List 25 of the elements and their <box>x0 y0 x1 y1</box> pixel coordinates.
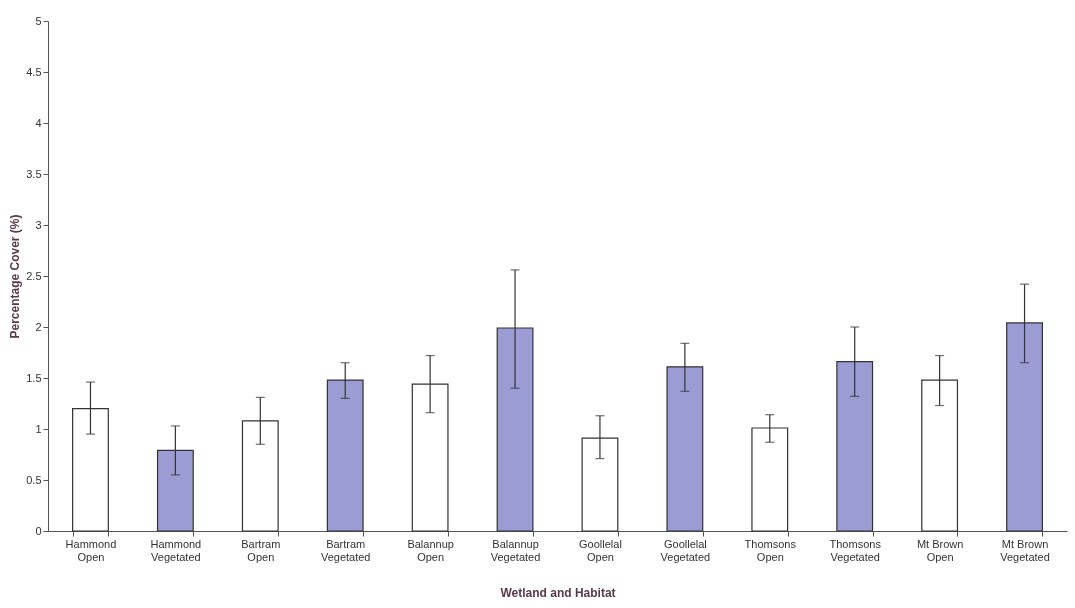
x-tick-label: Bartram Open <box>241 537 281 563</box>
x-tick-label: Goollelal Vegetated <box>660 537 711 563</box>
x-axis-title: Wetland and Habitat <box>500 585 616 600</box>
y-tick-label: 5 <box>35 14 42 27</box>
x-tick-label: Hammond Vegetated <box>150 537 202 563</box>
x-tick-label: Bartram Vegetated <box>320 537 371 563</box>
y-tick-label: 1 <box>35 422 42 435</box>
y-axis-title: Percentage Cover (%) <box>8 214 23 339</box>
y-tick-label: 4 <box>35 116 42 129</box>
y-tick-label: 3 <box>35 218 42 231</box>
y-tick-label: 2 <box>35 320 42 333</box>
x-tick-label: Goollelal Open <box>579 537 622 563</box>
x-tick-label: Thomsons Vegetated <box>829 537 882 563</box>
x-tick-label: Balannup Open <box>407 537 454 563</box>
y-tick-label: 2.5 <box>26 269 42 282</box>
y-tick-label: 0.5 <box>26 473 42 486</box>
x-tick-label: Thomsons Open <box>744 537 797 563</box>
x-tick-label: Balannup Vegetated <box>490 537 541 563</box>
y-tick-label: 4.5 <box>26 65 42 78</box>
x-tick-label: Mt Brown Open <box>916 537 964 563</box>
x-tick-label: Mt Brown Vegetated <box>1000 537 1050 563</box>
y-tick-label: 3.5 <box>26 167 42 180</box>
x-tick-label: Hammond Open <box>65 537 117 563</box>
y-tick-label: 0 <box>35 524 42 537</box>
y-tick-label: 1.5 <box>26 371 42 384</box>
